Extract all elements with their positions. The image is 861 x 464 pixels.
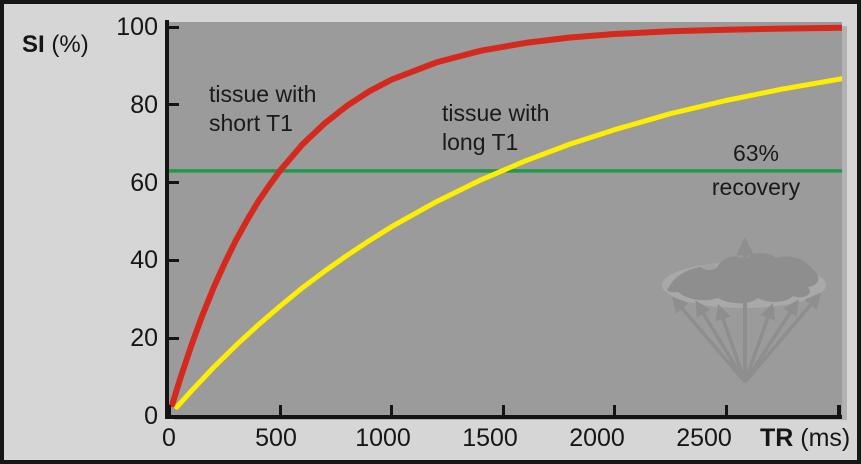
x-tick-label: 1500 <box>462 424 518 452</box>
x-axis-end-tick <box>837 405 841 416</box>
x-axis-line <box>165 415 842 419</box>
curve-short-t1 <box>169 24 842 408</box>
y-tick-label: 100 <box>116 13 158 41</box>
y-axis-line <box>165 20 169 419</box>
x-axis-title: TR (ms) <box>760 425 850 451</box>
x-tick-mark <box>613 405 617 415</box>
y-tick-mark <box>169 181 179 185</box>
x-tick-label: 0 <box>162 424 176 452</box>
y-tick-label: 20 <box>130 324 158 353</box>
x-tick-mark <box>390 405 394 415</box>
x-tick-mark <box>167 405 171 415</box>
annotation-long-t1-line1: tissue with <box>442 100 550 126</box>
watermark-inland-sea <box>701 263 717 270</box>
watermark-arrows <box>671 237 822 384</box>
y-tick-mark <box>169 103 179 107</box>
annotation-63-percent: 63% <box>732 140 780 166</box>
plot-area <box>169 22 842 416</box>
y-tick-label: 40 <box>130 246 158 275</box>
annotation-short-t1: tissue with short T1 <box>209 80 316 138</box>
x-tick-label: 2000 <box>569 424 625 452</box>
y-tick-label: 60 <box>130 168 158 197</box>
x-tick-label: 500 <box>255 424 297 452</box>
x-axis-title-rest: (ms) <box>793 424 851 452</box>
curves-canvas <box>169 24 842 410</box>
y-tick-mark <box>169 25 179 29</box>
annotation-recovery: recovery <box>711 174 801 200</box>
y-tick-label: 80 <box>130 90 158 119</box>
annotation-short-t1-line1: tissue with <box>209 81 317 107</box>
annotation-long-t1-line2: long T1 <box>442 129 519 155</box>
watermark-landmass <box>667 252 819 304</box>
y-tick-mark <box>169 336 179 340</box>
y-axis-title-bold: SI <box>22 31 45 58</box>
annotation-short-t1-line2: short T1 <box>209 110 293 136</box>
x-tick-mark <box>278 405 282 415</box>
axis-ticks-and-labels: 0 500 1000 1500 2000 2500 0 20 40 60 80 100 <box>4 4 857 460</box>
x-axis-title-bold: TR <box>760 424 794 452</box>
y-tick-label: 0 <box>144 402 158 430</box>
y-axis-title: SI (%) <box>22 31 89 59</box>
x-tick-label: 2500 <box>676 424 732 452</box>
x-tick-mark <box>501 405 505 415</box>
annotation-long-t1: tissue with long T1 <box>442 99 549 157</box>
x-tick-mark <box>724 405 728 415</box>
y-axis-title-rest: (%) <box>44 31 89 58</box>
x-tick-label: 1000 <box>355 424 411 452</box>
y-tick-mark <box>169 414 179 418</box>
globe-arrows-watermark-icon <box>662 237 826 384</box>
curve-long-t1 <box>174 76 842 410</box>
y-tick-mark <box>169 258 179 262</box>
